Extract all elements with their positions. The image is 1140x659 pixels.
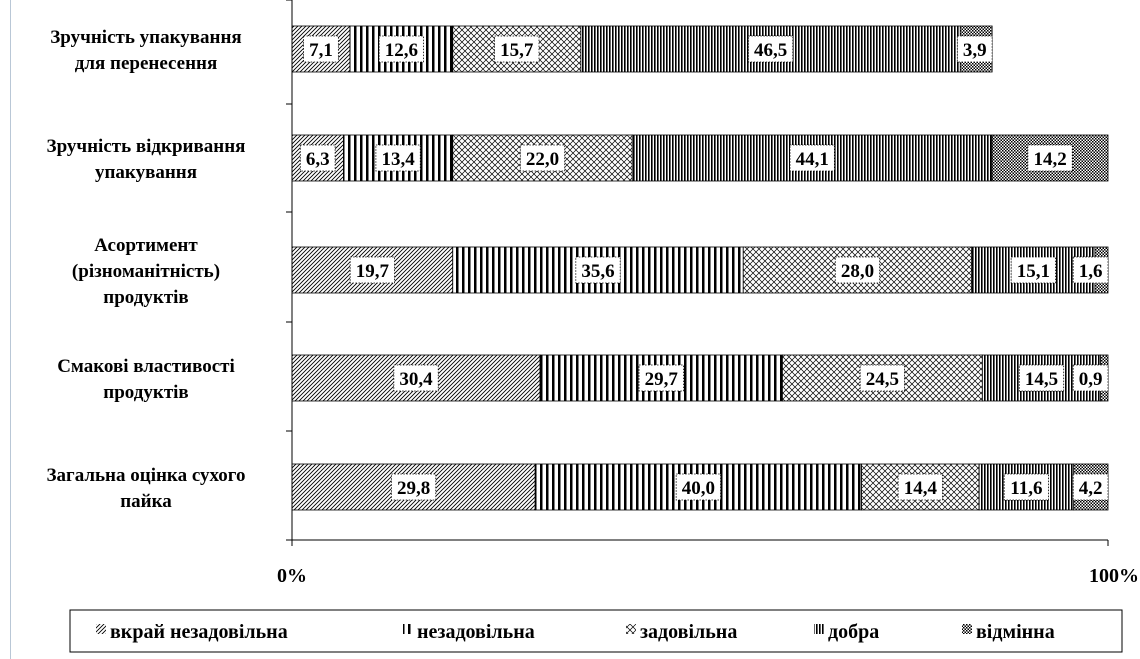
value-label: 14,5	[1025, 369, 1058, 390]
value-label: 28,0	[841, 261, 874, 282]
value-label-box	[747, 35, 794, 63]
category-label: Смакові властивості продуктів	[57, 356, 235, 403]
value-label-box	[1003, 473, 1050, 501]
category-label: Загальна оцінка сухого пайка	[47, 465, 246, 512]
legend-label: задовільна	[640, 621, 737, 643]
value-label-box	[1072, 473, 1109, 501]
value-label-box	[897, 473, 943, 501]
legend-swatch	[962, 624, 972, 634]
value-label: 35,6	[581, 261, 614, 282]
value-label-box	[675, 473, 721, 501]
value-label-box	[299, 144, 336, 172]
x-tick-label: 0%	[277, 565, 307, 587]
value-label-box	[1072, 256, 1109, 284]
value-label: 3,9	[963, 40, 987, 61]
value-label-box	[378, 35, 424, 63]
value-label-box	[390, 473, 437, 501]
value-label: 46,5	[754, 40, 787, 61]
category-labels-layer: Зручність упакування для перенесення Зручн…	[47, 27, 246, 512]
value-label: 29,8	[397, 478, 430, 499]
category-label: Зручність упакування для перенесення	[50, 27, 241, 74]
value-label-box	[494, 35, 540, 63]
bars-layer: 7,1 12,6 15,7 46,5 3,9 6,3 13,4 22,0 44,1 14,2 19,…	[291, 25, 1109, 511]
value-label-box	[519, 144, 566, 172]
value-label: 30,4	[399, 369, 433, 390]
legend-label: відмінна	[976, 621, 1055, 643]
category-label: Зручність відкривання упакування	[47, 136, 246, 183]
value-label: 22,0	[526, 149, 559, 170]
value-label-box	[349, 256, 395, 284]
value-label: 12,6	[385, 40, 418, 61]
frame-border	[10, 0, 11, 659]
legend-swatch	[403, 624, 413, 634]
legend-label: незадовільна	[417, 621, 535, 643]
value-label-box	[375, 144, 421, 172]
legend-swatch	[814, 624, 824, 634]
value-label-box	[393, 364, 439, 392]
legend-label: добра	[828, 621, 879, 643]
value-label: 15,7	[500, 40, 534, 61]
value-label-box	[575, 256, 621, 284]
value-label: 13,4	[381, 149, 415, 170]
bar-segment	[631, 134, 993, 182]
legend-swatch	[96, 624, 106, 634]
value-label: 7,1	[309, 40, 333, 61]
value-label: 4,2	[1079, 478, 1103, 499]
value-label: 19,7	[356, 261, 390, 282]
axis-layer: 0% 100%	[277, 0, 1139, 587]
value-label-box	[834, 256, 881, 284]
value-label-box	[956, 35, 993, 63]
value-label: 1,6	[1079, 261, 1103, 282]
value-label: 14,4	[904, 478, 938, 499]
value-label-box	[1072, 364, 1109, 392]
value-label: 6,3	[306, 149, 330, 170]
legend: вкрай незадовільна незадовільна задовільна…	[69, 609, 1123, 653]
legend-label: вкрай незадовільна	[110, 621, 288, 643]
value-label: 14,2	[1033, 149, 1066, 170]
value-label-box	[303, 35, 339, 63]
value-label: 29,7	[645, 369, 679, 390]
value-label: 44,1	[796, 149, 829, 170]
value-label: 40,0	[682, 478, 715, 499]
value-label: 15,1	[1017, 261, 1050, 282]
legend-swatch	[626, 624, 636, 634]
legend-box	[69, 609, 1123, 653]
value-label-box	[638, 364, 684, 392]
category-label: Асортимент (різноманітність) продуктів	[72, 235, 220, 308]
x-tick-label: 100%	[1089, 565, 1139, 587]
value-label-box	[859, 364, 905, 392]
value-label-box	[1027, 144, 1073, 172]
value-label: 0,9	[1079, 369, 1103, 390]
value-label-box	[789, 144, 835, 172]
value-label-box	[1010, 256, 1056, 284]
value-label: 11,6	[1010, 478, 1042, 499]
value-label: 24,5	[866, 369, 899, 390]
bar-segment	[452, 134, 633, 182]
value-label-box	[1018, 364, 1065, 392]
